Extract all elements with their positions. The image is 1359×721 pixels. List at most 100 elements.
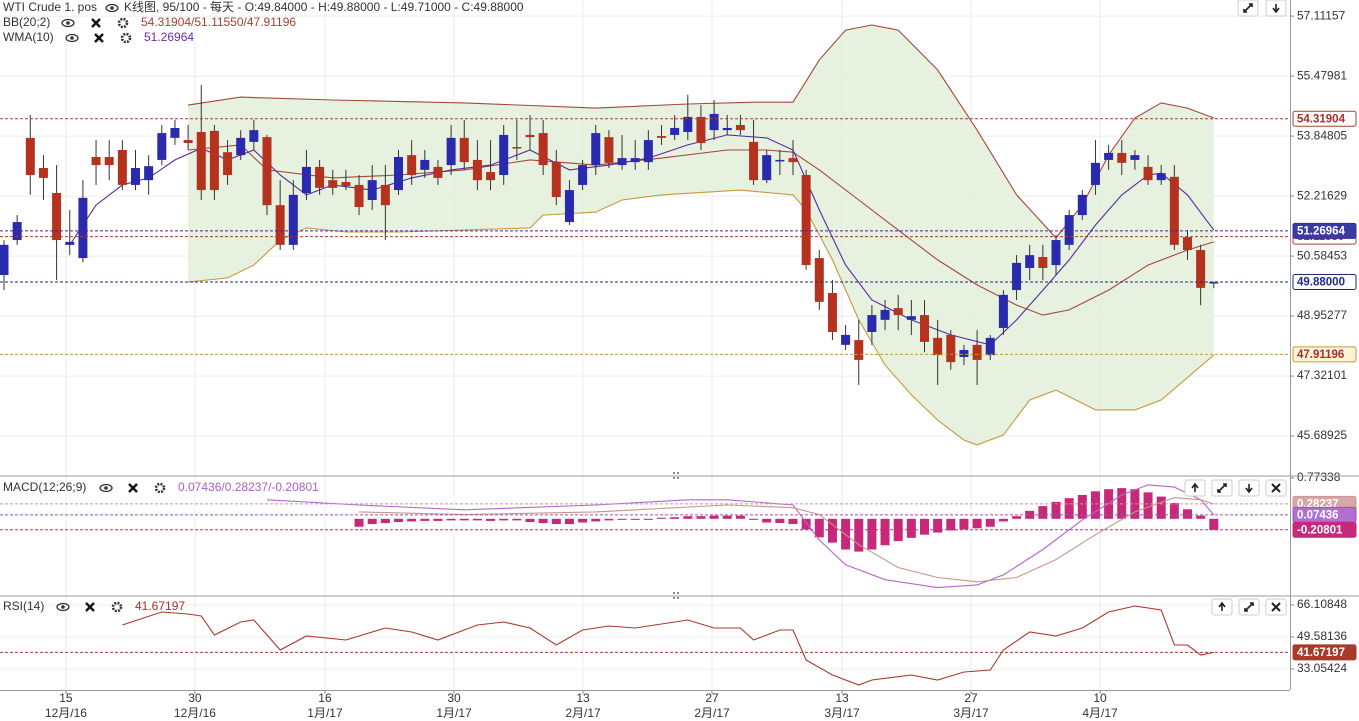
candle-body [78,197,88,259]
histogram-bar [1090,491,1100,519]
candle-body [841,334,851,345]
icon-gear[interactable] [120,32,132,44]
x-tick-label: 30 [188,691,202,705]
icon-gear[interactable] [111,601,123,613]
indicator-name: MACD(12;26;9) [3,480,86,494]
icon-btn-down[interactable] [1265,0,1287,17]
icon-close[interactable] [91,18,101,28]
candle-body [486,172,496,181]
icon-close[interactable] [85,602,95,612]
histogram-bar [1156,496,1166,519]
x-tick-label: 13 [835,691,849,705]
icon-btn-close[interactable] [1265,598,1287,616]
indicator-name: RSI(14) [3,599,44,613]
histogram-bar [525,518,535,522]
histogram-bar [722,515,732,519]
y-tick-label: 48.95277 [1297,308,1347,322]
y-tick-label: 47.32101 [1297,368,1347,382]
icon-close[interactable] [94,33,104,43]
icon-eye[interactable] [105,3,119,13]
histogram-bar [1064,498,1074,519]
histogram-bar [1051,501,1061,519]
level-label-box [1292,222,1357,239]
histogram-bar [1196,515,1206,519]
histogram-bar [1038,506,1048,519]
candle-body [735,125,745,131]
candle-body [117,150,127,185]
candle-body [959,350,969,357]
candle-body [933,337,943,356]
candle-body [578,165,588,185]
level-label-box [1292,273,1357,290]
plot-layer: 1512月/163012月/16161月/17301月/17132月/17272… [0,8,1347,720]
histogram-bar [512,518,522,521]
icon-eye[interactable] [99,483,113,493]
x-tick-month: 12月/16 [174,706,216,720]
candle-body [157,133,167,160]
histogram-bar [985,518,995,527]
level-label: 54.31904 [1297,113,1346,125]
chart-title: WTI Crude 1. pos [3,0,97,14]
x-tick-month: 1月/17 [436,706,472,720]
candle-body [722,127,732,131]
candle-body [65,241,75,245]
level-label: 0.07436 [1297,509,1339,521]
icon-gear[interactable] [117,17,129,29]
candle-body [1012,262,1022,291]
icon-btn-up[interactable] [1211,598,1233,616]
histogram-bar [959,518,969,530]
y-tick-label: 50.58453 [1297,248,1347,262]
icon-btn-close[interactable] [1265,479,1287,497]
x-tick-label: 30 [447,691,461,705]
x-tick-month: 3月/17 [953,706,989,720]
candle-body [814,258,824,302]
histogram-bar [920,518,929,535]
histogram-bar [551,518,561,525]
histogram-bar [814,518,824,538]
histogram-bar [946,518,956,531]
level-label: 49.88000 [1297,277,1345,289]
candle-body [1209,281,1219,284]
candle-body [683,116,693,132]
icon-btn-down[interactable] [1238,479,1260,497]
histogram-bar [564,518,574,525]
indicator-value: 0.07436/0.28237/-0.20801 [178,480,319,494]
icon-btn-expand[interactable] [1211,479,1233,497]
y-tick-label: 49.58136 [1297,629,1347,643]
indicator-line [188,189,1215,446]
candle-body [131,168,140,185]
candle-body [52,193,62,241]
candle-body [407,155,417,175]
drag-handle[interactable] [673,472,679,479]
histogram-bar [657,517,666,519]
candle-body [827,293,837,332]
candle-body [459,137,469,163]
histogram-bar [683,516,693,519]
x-tick-month: 1月/17 [307,706,343,720]
drag-handle[interactable] [673,592,679,599]
candle-body [1143,166,1153,181]
candle-body [525,134,535,138]
icon-eye[interactable] [56,602,70,612]
icon-btn-up[interactable] [1184,479,1206,497]
candle-body [144,166,154,181]
level-label: 41.67197 [1297,647,1345,659]
histogram-bar [788,518,798,525]
histogram-bar [407,518,417,522]
histogram-bar [1209,518,1219,530]
icon-gear[interactable] [154,482,166,494]
candle-body [670,127,680,135]
icon-eye[interactable] [61,18,75,28]
icon-close[interactable] [128,483,138,493]
level-label: -0.20801 [1297,524,1343,536]
candle-body [946,334,956,363]
candle-body [1130,155,1140,160]
histogram-bar [472,518,482,521]
icon-btn-expand[interactable] [1238,598,1260,616]
x-tick-label: 15 [59,691,73,705]
icon-btn-expand[interactable] [1237,0,1259,17]
candle-body [38,168,48,178]
candle-body [394,156,403,191]
y-tick-label: 57.11157 [1297,8,1346,22]
icon-eye[interactable] [65,33,79,43]
